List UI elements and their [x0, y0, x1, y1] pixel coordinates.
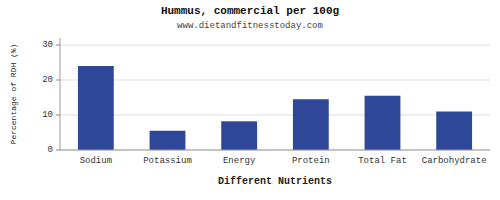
background: [0, 0, 500, 200]
bar: [221, 121, 257, 150]
bar: [293, 99, 329, 150]
y-tick: [56, 80, 60, 81]
x-tick-label: Protein: [292, 156, 330, 166]
grid-line: [60, 115, 490, 116]
x-tick-label: Sodium: [80, 156, 112, 166]
x-tick-label: Energy: [223, 156, 256, 166]
title: Hummus, commercial per 100g: [161, 5, 339, 17]
x-tick-label: Total Fat: [358, 156, 407, 166]
grid-line: [60, 80, 490, 81]
y-tick-label: 30: [42, 40, 53, 50]
y-tick: [56, 115, 60, 116]
x-axis-label: Different Nutrients: [218, 176, 332, 187]
bar: [78, 66, 114, 150]
bars: [78, 66, 472, 150]
y-tick: [56, 45, 60, 46]
x-axis-line: [60, 150, 490, 151]
y-tick-label: 10: [42, 110, 53, 120]
x-tick-label: Potassium: [143, 156, 192, 166]
bar: [436, 112, 472, 151]
chart: 0 10 20 30 Sodium Potassium Energy Protein Total…: [0, 0, 500, 200]
grid-line: [60, 45, 490, 46]
x-tick-label: Carbohydrate: [422, 156, 487, 166]
subtitle: www.dietandfitnesstoday.com: [177, 21, 323, 31]
y-axis-line: [60, 38, 61, 150]
grid-line: [60, 150, 490, 151]
y-tick-label: 20: [42, 75, 53, 85]
y-tick-label: 0: [48, 145, 53, 155]
bar: [150, 131, 186, 150]
bar: [365, 96, 401, 150]
y-axis-label: Percentage of RDH (%): [9, 44, 18, 145]
y-tick: [56, 150, 60, 151]
